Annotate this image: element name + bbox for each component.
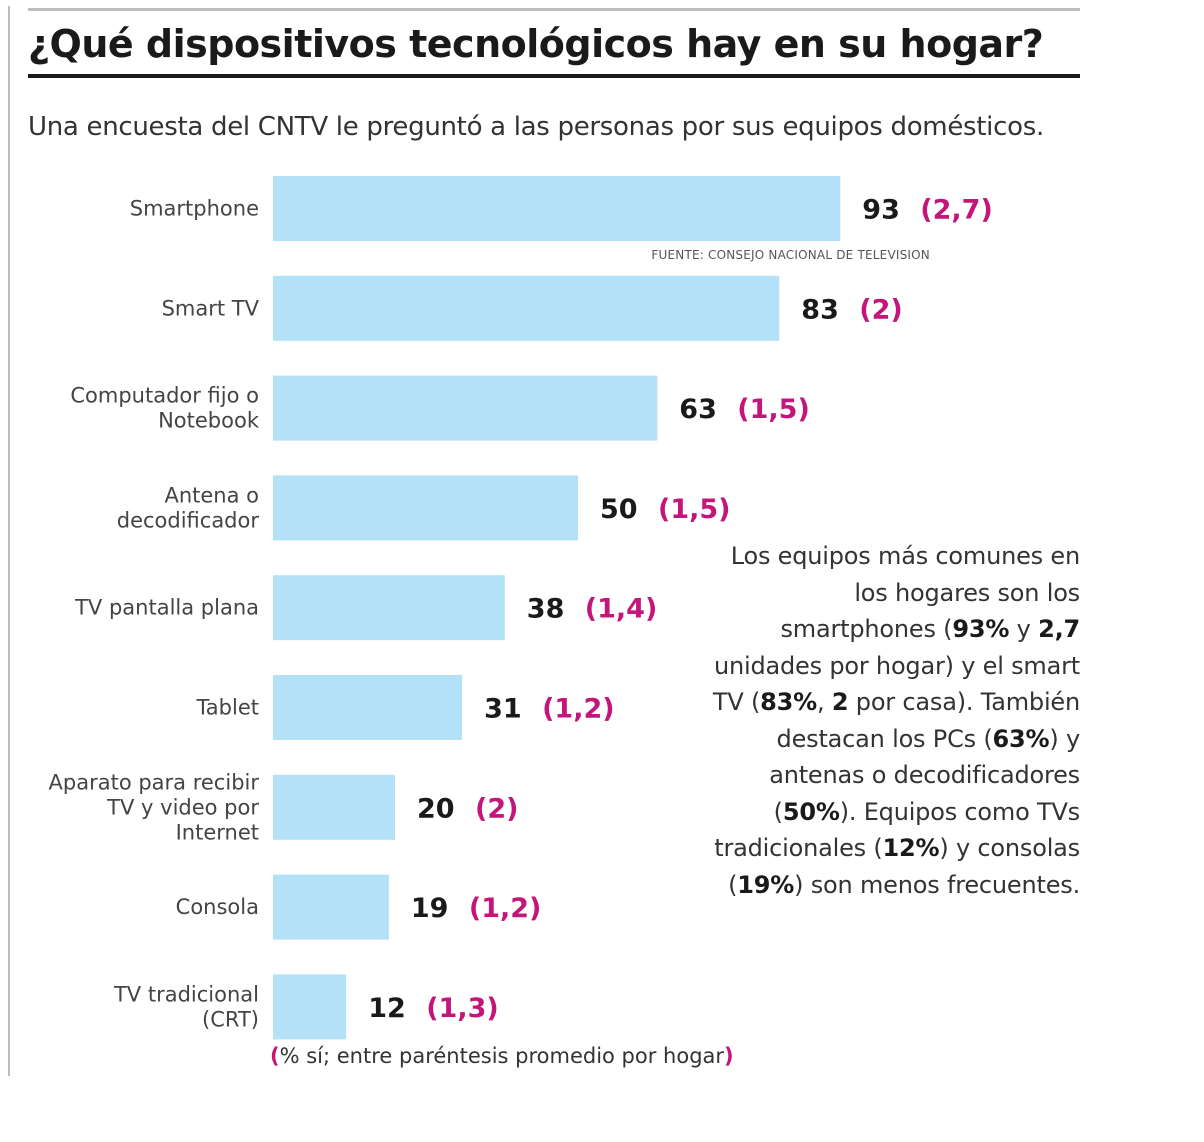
value-label: 38 <box>527 594 565 625</box>
category-label: Smart TV <box>162 296 260 320</box>
category-label: TV y video por <box>106 795 259 819</box>
value-label: 63 <box>679 394 717 425</box>
average-label: (1,2) <box>542 694 615 725</box>
bar <box>273 575 505 641</box>
category-label: Consola <box>176 895 259 919</box>
bar <box>273 176 841 241</box>
frame-left-rule <box>8 6 10 1076</box>
average-label: (1,4) <box>585 594 658 625</box>
category-label: Internet <box>176 820 259 844</box>
value-label: 19 <box>411 893 449 924</box>
bar <box>273 874 389 940</box>
average-label: (1,5) <box>737 394 810 425</box>
note-highlight: 2,7 <box>1038 615 1080 643</box>
bar <box>273 275 780 341</box>
note-highlight: 50% <box>782 797 840 826</box>
title-underline <box>28 74 1080 78</box>
category-label: TV pantalla plana <box>74 596 259 620</box>
value-label: 93 <box>862 195 900 226</box>
note-highlight: 19% <box>737 870 795 899</box>
category-label: (CRT) <box>202 1007 259 1031</box>
average-label: (1,5) <box>658 494 731 525</box>
category-label: Antena o <box>164 483 259 507</box>
category-label: Smartphone <box>130 197 259 221</box>
category-label: TV tradicional <box>113 982 259 1006</box>
average-label: (2) <box>475 793 518 824</box>
footnote-open-paren: ( <box>270 1044 280 1068</box>
category-label: decodificador <box>117 508 260 532</box>
footnote-text: % sí; entre paréntesis promedio por hoga… <box>279 1044 725 1068</box>
note-highlight: 93% <box>952 615 1010 643</box>
average-label: (1,3) <box>426 993 499 1024</box>
note-highlight: 63% <box>992 724 1050 753</box>
chart-title: ¿Qué dispositivos tecnológicos hay en su… <box>28 22 1044 66</box>
note-highlight: 12% <box>882 834 940 862</box>
note-text: Los equipos más comunes en los hogares s… <box>730 542 1080 643</box>
category-label: Computador fijo o <box>70 384 259 408</box>
note-text: unidades por hogar) y el smart TV ( <box>712 651 1080 717</box>
category-label: Notebook <box>158 409 260 433</box>
note-highlight: 83% <box>760 688 817 716</box>
note-text: ). Equipos como TVs tradicionales ( <box>714 797 1080 863</box>
bar <box>273 375 658 441</box>
note-text: ) y antenas o decodificadores ( <box>769 724 1080 826</box>
summary-note: Los equipos más comunes en los hogares s… <box>700 538 1080 903</box>
bar <box>273 774 395 840</box>
average-label: (2) <box>859 294 902 325</box>
average-label: (2,7) <box>920 195 993 226</box>
note-highlight: 2 <box>831 688 849 716</box>
value-label: 83 <box>801 294 839 325</box>
category-label: Aparato para recibir <box>49 770 260 794</box>
note-text: , <box>817 688 832 716</box>
source-credit: FUENTE: CONSEJO NACIONAL DE TELEVISION <box>651 248 930 262</box>
footnote: (% sí; entre paréntesis promedio por hog… <box>270 1044 870 1068</box>
top-rule <box>28 8 1080 11</box>
note-text: y <box>1009 615 1039 643</box>
bar <box>273 974 347 1040</box>
category-label: Tablet <box>195 696 259 720</box>
value-label: 20 <box>417 793 455 824</box>
note-text: ) son menos frecuentes. <box>794 870 1080 899</box>
value-label: 31 <box>484 694 522 725</box>
value-label: 12 <box>368 993 406 1024</box>
note-text: por casa). También destacan los PCs ( <box>776 688 1081 753</box>
bar <box>273 675 463 740</box>
value-label: 50 <box>600 494 638 525</box>
chart-subtitle: Una encuesta del CNTV le preguntó a las … <box>28 112 1044 142</box>
footnote-close-paren: ) <box>724 1044 734 1068</box>
note-text: ) y consolas ( <box>728 834 1080 899</box>
average-label: (1,2) <box>469 893 542 924</box>
bar <box>273 475 578 541</box>
